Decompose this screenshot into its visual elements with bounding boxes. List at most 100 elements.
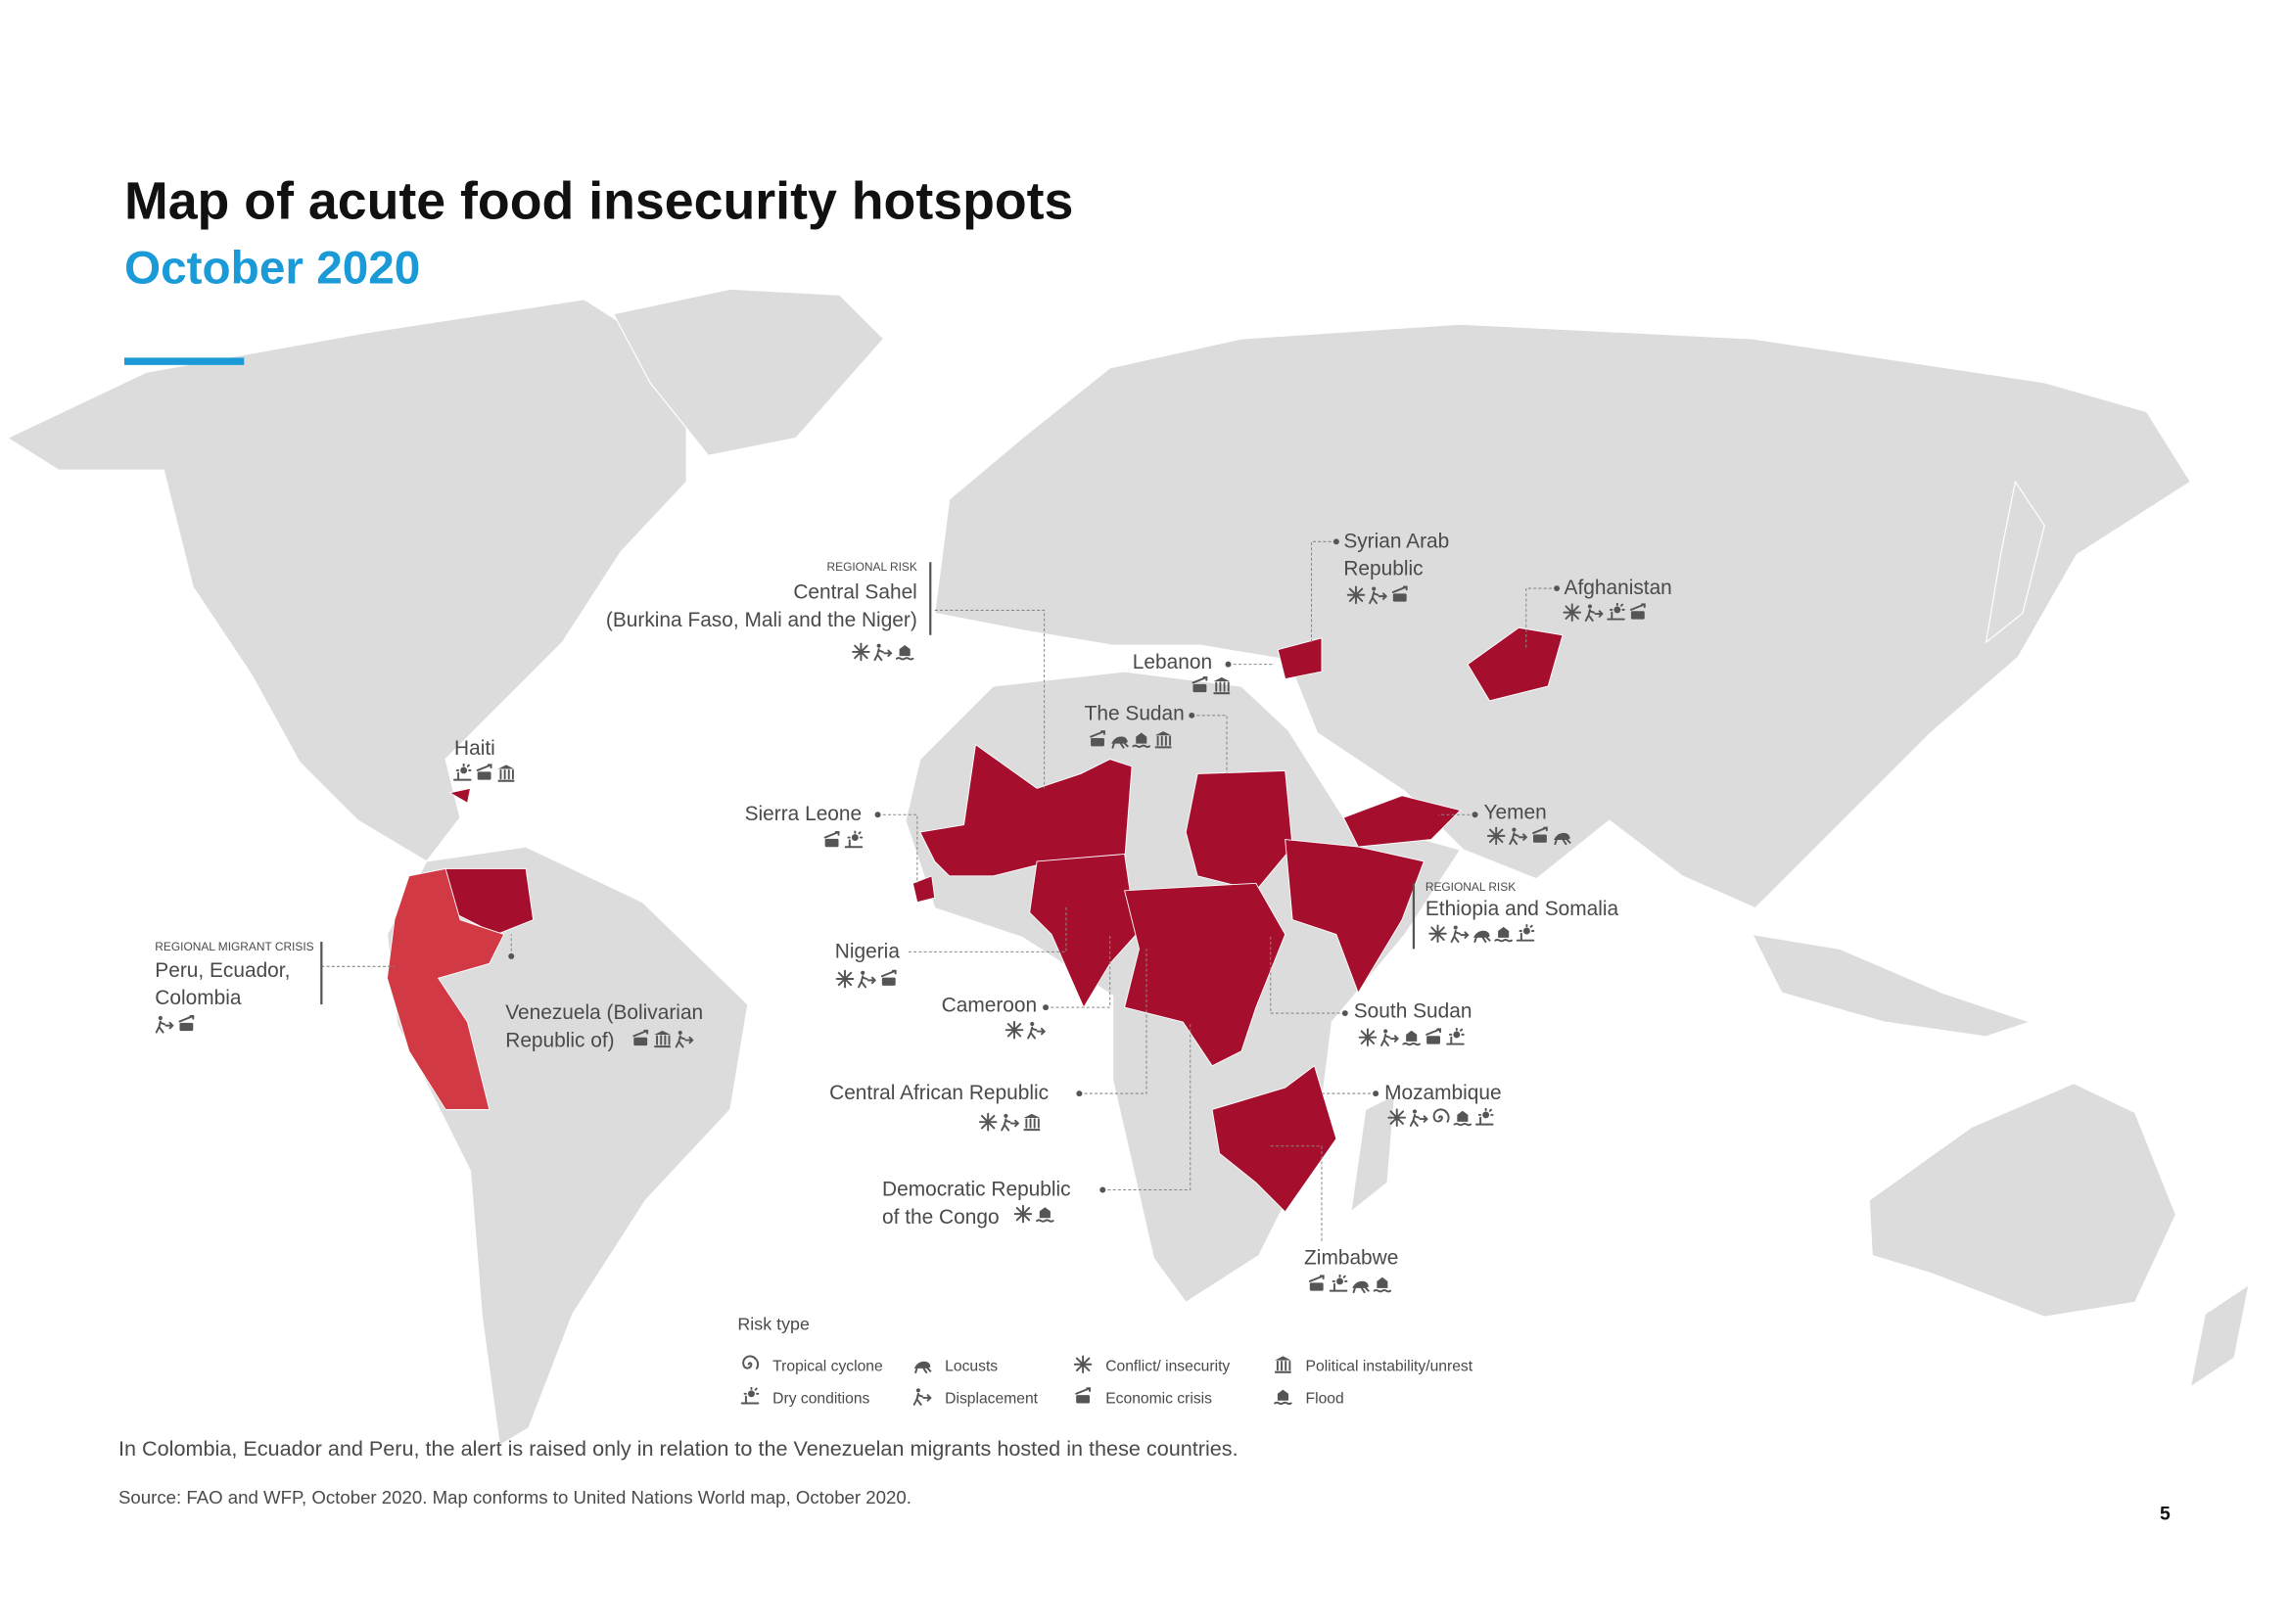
risk-icon (1329, 1275, 1348, 1292)
country-label: Ethiopia and Somalia (1425, 898, 1619, 920)
legend-label: Flood (1306, 1390, 1344, 1407)
risk-icon (912, 1387, 932, 1406)
country-label: South Sudan (1354, 1000, 1472, 1023)
hotspot (1277, 637, 1323, 680)
risk-icon (178, 1014, 195, 1033)
risk-icon (978, 1112, 998, 1132)
leader-dot (1332, 538, 1339, 545)
hotspot (1467, 626, 1564, 702)
risk-icon (1358, 1028, 1378, 1046)
hotspot (1211, 1065, 1337, 1213)
hotspot (919, 743, 1133, 877)
risk-icon (1027, 1020, 1046, 1040)
hotspot (1029, 854, 1138, 1009)
country-label: Lebanon (1133, 651, 1212, 673)
leader-line (1270, 1145, 1323, 1241)
risk-icon (742, 1355, 760, 1369)
risk-icon (912, 1360, 932, 1374)
land (6, 299, 687, 862)
country-label: Colombia (155, 987, 242, 1009)
risk-icon (858, 969, 876, 989)
risk-icon (1001, 1112, 1019, 1132)
risk-icon (1075, 1387, 1092, 1405)
country-label: Peru, Ecuador, (155, 959, 290, 982)
risk-icon (1474, 1107, 1494, 1126)
risk-icon (823, 831, 840, 849)
hotspot (448, 787, 472, 804)
legend-label: Conflict/ insecurity (1105, 1358, 1230, 1374)
risk-icon (1494, 925, 1513, 943)
country-label: Afghanistan (1565, 577, 1672, 599)
accent-bar (123, 357, 245, 365)
leader-dot (1225, 661, 1232, 668)
risk-icon (1453, 1109, 1472, 1127)
land (1868, 1082, 2177, 1318)
legend-label: Dry conditions (772, 1390, 869, 1407)
hotspot (1285, 839, 1425, 995)
leader-line (1525, 587, 1558, 650)
world-map (6, 288, 2250, 1447)
risk-icon (1005, 1020, 1024, 1040)
leader-dot (1076, 1090, 1083, 1097)
leader-line (1192, 715, 1228, 774)
risk-icon (852, 642, 870, 662)
risk-icon (1432, 1108, 1450, 1123)
risk-icon (880, 969, 897, 987)
leader-dot (1554, 585, 1561, 592)
legend-label: Political instability/unrest (1306, 1358, 1473, 1374)
legend-label: Displacement (945, 1390, 1038, 1407)
country-label: Republic of) (505, 1029, 614, 1051)
risk-icon (1036, 1206, 1054, 1223)
risk-icon (1563, 603, 1582, 622)
risk-icon (1073, 1355, 1093, 1374)
risk-icon (1274, 1388, 1292, 1406)
land (1349, 1093, 1396, 1214)
risk-icon (1380, 1028, 1399, 1046)
country-label: Yemen (1484, 802, 1547, 824)
risk-icon (1373, 1276, 1392, 1293)
country-label: Zimbabwe (1304, 1247, 1398, 1270)
country-label: Central Sahel (793, 580, 916, 603)
hotspot (1124, 882, 1286, 1067)
land (1985, 480, 2045, 644)
land (612, 288, 885, 456)
country-label: The Sudan (1085, 702, 1185, 724)
leader-line (1311, 540, 1336, 643)
leader-dot (1373, 1090, 1379, 1097)
risk-icon (1450, 924, 1470, 944)
risk-icon (1351, 1279, 1370, 1293)
country-label: Venezuela (Bolivarian (505, 1001, 703, 1024)
risk-icon (1409, 1108, 1428, 1127)
legend-label: Tropical cyclone (772, 1358, 883, 1374)
country-label: Syrian Arab (1343, 530, 1449, 552)
hotspot (911, 875, 936, 904)
country-label: of the Congo (882, 1206, 1000, 1229)
risk-icon (740, 1386, 760, 1405)
risk-icon (1387, 1108, 1407, 1127)
risk-icon (1402, 1029, 1421, 1046)
country-label: Sierra Leone (745, 803, 863, 825)
country-label: Republic (1343, 558, 1423, 580)
leader-dot (1099, 1186, 1106, 1193)
source: Source: FAO and WFP, October 2020. Map c… (118, 1487, 911, 1508)
legend-label: Locusts (945, 1358, 998, 1374)
risk-icon (1308, 1275, 1325, 1292)
risk-icon (1516, 924, 1535, 942)
risk-icon (895, 644, 914, 661)
country-label: Mozambique (1384, 1082, 1502, 1104)
leader-dot (874, 812, 881, 818)
land (1751, 933, 2033, 1038)
risk-icon (1486, 826, 1506, 846)
footnote: In Colombia, Ecuador and Peru, the alert… (118, 1436, 1238, 1461)
risk-icon (1274, 1355, 1292, 1374)
subtitle: October 2020 (124, 242, 420, 294)
country-label: Democratic Republic (882, 1178, 1071, 1200)
leader-dot (1341, 1010, 1348, 1017)
leader-dot (1189, 712, 1195, 719)
risk-icon (1425, 1028, 1441, 1045)
risk-icon (1022, 1112, 1042, 1132)
leader-dot (1472, 812, 1478, 818)
leader-dot (1043, 1004, 1050, 1011)
risk-icon (1446, 1027, 1465, 1045)
